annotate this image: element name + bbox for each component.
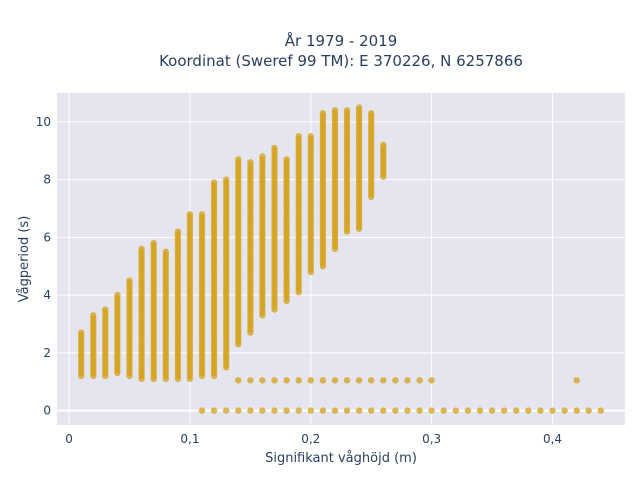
y-axis-ticks: 0 2 4 6 8 10	[36, 115, 51, 418]
y-tick-label: 4	[43, 288, 51, 302]
data-point	[307, 133, 314, 140]
data-point	[114, 291, 121, 299]
data-point	[404, 407, 411, 414]
data-point	[355, 377, 363, 384]
data-point	[476, 407, 484, 414]
data-point	[380, 407, 387, 414]
y-tick-label: 10	[36, 115, 51, 129]
data-point	[525, 407, 532, 414]
data-point	[319, 377, 327, 384]
y-tick-label: 0	[43, 404, 51, 418]
data-point	[331, 377, 339, 384]
data-point	[174, 228, 182, 235]
data-point	[440, 407, 447, 414]
data-point	[488, 407, 496, 414]
data-point	[223, 407, 230, 414]
data-point	[307, 377, 314, 384]
data-point	[162, 248, 169, 255]
data-point	[368, 377, 375, 384]
data-point	[416, 377, 423, 384]
data-point	[271, 407, 278, 414]
data-point	[416, 407, 423, 414]
data-point	[392, 407, 399, 414]
data-point	[271, 144, 278, 152]
data-point	[259, 407, 266, 414]
data-point	[343, 377, 351, 384]
data-point	[331, 107, 339, 114]
data-point	[597, 407, 604, 414]
data-point	[235, 156, 242, 163]
data-point	[452, 407, 459, 414]
data-point	[259, 153, 266, 160]
data-point	[319, 110, 327, 117]
chart-title-line-1: År 1979 - 2019	[285, 31, 398, 50]
data-point	[380, 377, 387, 384]
y-tick-label: 2	[43, 346, 51, 360]
data-point	[247, 377, 254, 384]
data-point	[247, 159, 254, 166]
data-point	[78, 329, 85, 336]
data-point	[223, 176, 230, 183]
data-point	[295, 377, 302, 384]
data-point	[138, 245, 145, 253]
data-point	[537, 407, 544, 414]
data-point	[247, 407, 254, 414]
data-point	[90, 312, 97, 319]
y-tick-label: 6	[43, 230, 51, 244]
data-point	[283, 156, 290, 163]
data-point	[343, 407, 351, 414]
data-point	[368, 407, 375, 414]
data-point	[392, 377, 399, 384]
data-point	[126, 277, 133, 284]
data-point	[283, 377, 290, 384]
data-point	[573, 407, 580, 414]
data-point	[331, 407, 339, 414]
data-point	[283, 407, 290, 414]
data-point	[464, 407, 472, 414]
y-axis-title: Vågperiod (s)	[17, 216, 32, 303]
data-point	[549, 407, 556, 414]
chart-title-line-2: Koordinat (Sweref 99 TM): E 370226, N 62…	[159, 52, 523, 70]
data-point	[355, 407, 363, 414]
data-point	[585, 407, 592, 414]
data-point	[150, 239, 157, 247]
data-point	[295, 133, 302, 140]
data-point	[355, 104, 363, 111]
data-point	[235, 407, 242, 414]
data-point	[513, 407, 520, 414]
data-point	[210, 179, 218, 186]
data-point	[307, 407, 314, 414]
data-point	[500, 407, 508, 414]
x-tick-label: 0,4	[543, 432, 562, 446]
data-point	[380, 141, 387, 149]
data-point	[186, 211, 194, 218]
data-point	[198, 407, 206, 414]
data-point	[259, 377, 266, 384]
data-point	[428, 377, 435, 384]
y-tick-label: 8	[43, 173, 51, 187]
data-point	[235, 377, 242, 384]
data-point	[404, 377, 411, 384]
x-axis-title: Signifikant våghöjd (m)	[265, 451, 417, 466]
x-tick-label: 0	[65, 432, 73, 446]
x-tick-label: 0,3	[422, 432, 441, 446]
data-point	[295, 407, 302, 414]
data-point	[428, 407, 435, 414]
data-point	[561, 407, 568, 414]
data-point	[343, 107, 351, 114]
data-point	[271, 377, 278, 384]
data-point	[198, 211, 206, 218]
data-point	[573, 377, 580, 384]
x-axis-ticks: 0 0,1 0,2 0,3 0,4	[65, 432, 562, 446]
data-points	[78, 104, 604, 414]
data-point	[368, 110, 375, 117]
data-point	[319, 407, 327, 414]
x-tick-label: 0,2	[301, 432, 320, 446]
data-point	[210, 407, 218, 414]
x-tick-label: 0,1	[180, 432, 199, 446]
data-point	[102, 306, 109, 313]
